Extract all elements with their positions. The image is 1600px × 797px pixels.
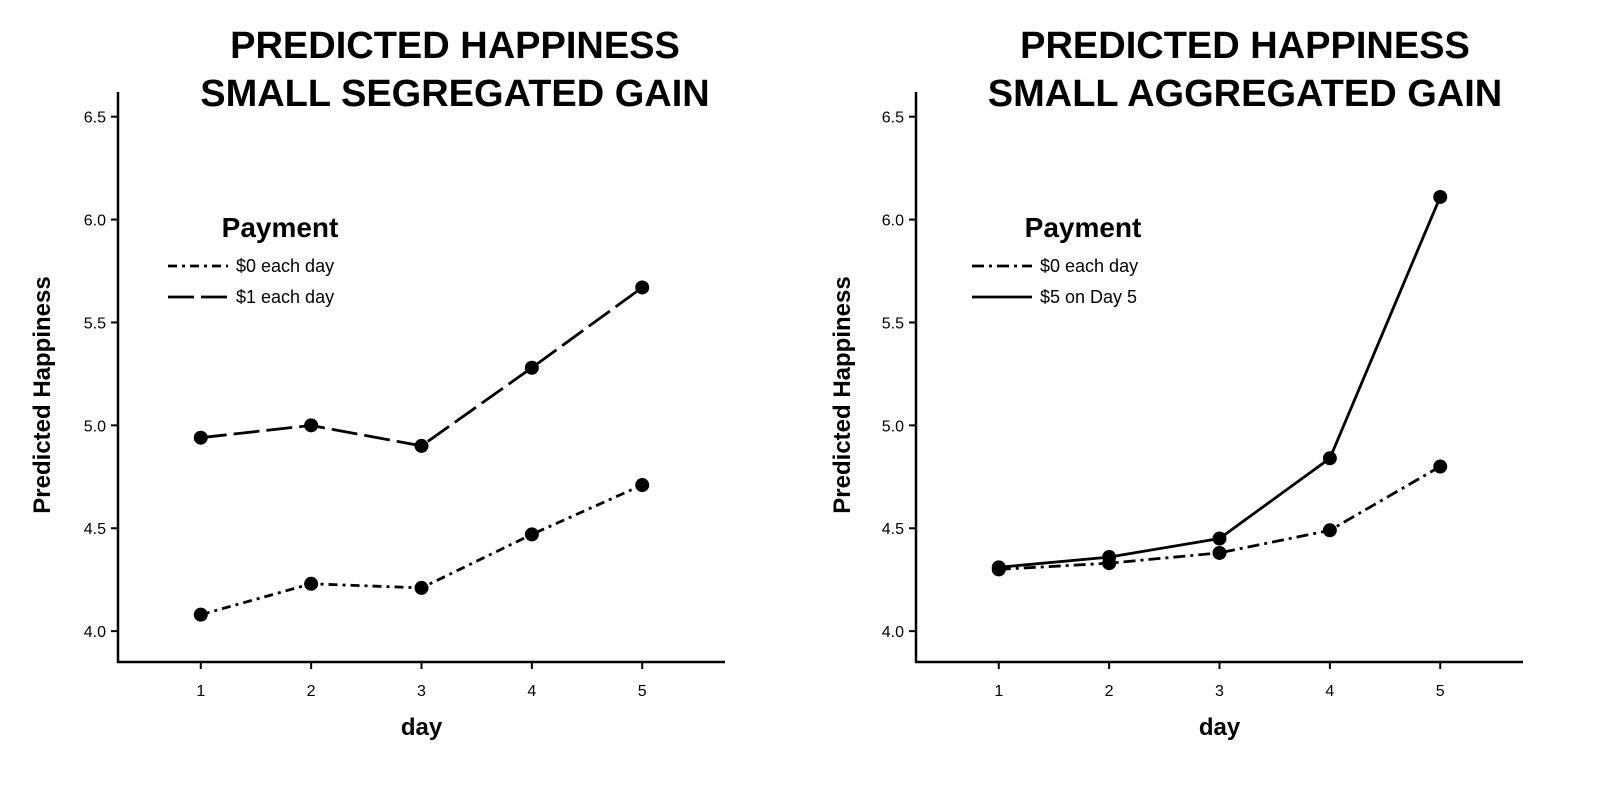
chart-title-line-1: PREDICTED HAPPINESS	[1020, 25, 1470, 67]
series-line-1	[200, 483, 643, 617]
axis-lines	[914, 92, 1523, 664]
y-tick-label: 5.5	[882, 315, 904, 332]
y-tick-label: 6.5	[882, 110, 904, 127]
data-point-series1-day5	[635, 478, 650, 493]
data-point-series2-day5	[1433, 189, 1448, 204]
x-tick-label: 5	[1436, 683, 1445, 700]
data-point-series2-day1	[991, 560, 1006, 575]
data-point-series2-day5	[635, 280, 650, 295]
data-point-series2-day1	[193, 430, 208, 445]
chart-title-line-1: PREDICTED HAPPINESS	[230, 25, 680, 67]
y-tick-label: 4.0	[882, 624, 904, 641]
y-axis-label: Predicted Happiness	[29, 276, 56, 513]
data-point-series1-day4	[1322, 523, 1337, 538]
x-axis-label: day	[1199, 714, 1241, 741]
legend-title: Payment	[1025, 212, 1142, 243]
series-line-2	[998, 196, 1442, 569]
x-tick-label: 2	[307, 683, 316, 700]
data-point-series1-day1	[193, 607, 208, 622]
x-tick-label: 1	[994, 683, 1003, 700]
y-tick-label: 6.0	[882, 213, 904, 230]
legend-title: Payment	[222, 212, 339, 243]
x-tick-label: 5	[638, 683, 647, 700]
x-tick-label: 4	[527, 683, 536, 700]
data-point-series2-day2	[1102, 550, 1117, 565]
chart-panel-2: PREDICTED HAPPINESS SMALL AGGREGATED GAIN…	[829, 25, 1523, 741]
legend-label-2: $5 on Day 5	[1040, 287, 1137, 307]
series-line-1	[998, 465, 1441, 571]
data-point-series1-day3	[414, 580, 429, 595]
x-tick-label: 2	[1105, 683, 1114, 700]
data-point-series1-day5	[1433, 459, 1448, 474]
chart-title-line-2: SMALL SEGREGATED GAIN	[200, 73, 710, 115]
series-line-2	[200, 286, 644, 448]
legend-label-1: $0 each day	[1040, 256, 1138, 276]
y-tick-label: 4.5	[882, 521, 904, 538]
y-axis-label: Predicted Happiness	[829, 276, 856, 513]
y-tick-label: 5.0	[882, 418, 904, 435]
x-tick-label: 3	[1215, 683, 1224, 700]
data-point-series1-day4	[524, 527, 539, 542]
y-tick-label: 5.0	[84, 418, 106, 435]
axis-lines	[116, 92, 725, 664]
chart-title-line-2: SMALL AGGREGATED GAIN	[988, 73, 1502, 115]
legend-label-2: $1 each day	[236, 287, 334, 307]
chart-panel-1: PREDICTED HAPPINESS SMALL SEGREGATED GAIN…	[29, 25, 725, 741]
data-point-series2-day3	[1212, 531, 1227, 546]
data-point-series1-day2	[304, 576, 319, 591]
x-tick-label: 4	[1325, 683, 1334, 700]
x-tick-label: 3	[417, 683, 426, 700]
x-axis-label: day	[401, 714, 443, 741]
data-point-series2-day3	[414, 438, 429, 453]
y-tick-label: 6.0	[84, 213, 106, 230]
y-tick-label: 6.5	[84, 110, 106, 127]
data-point-series1-day3	[1212, 545, 1227, 560]
data-point-series2-day4	[524, 360, 539, 375]
y-tick-label: 4.0	[84, 624, 106, 641]
y-tick-label: 4.5	[84, 521, 106, 538]
y-tick-label: 5.5	[84, 315, 106, 332]
data-point-series2-day2	[304, 418, 319, 433]
x-tick-label: 1	[196, 683, 205, 700]
legend-label-1: $0 each day	[236, 256, 334, 276]
data-point-series2-day4	[1322, 451, 1337, 466]
